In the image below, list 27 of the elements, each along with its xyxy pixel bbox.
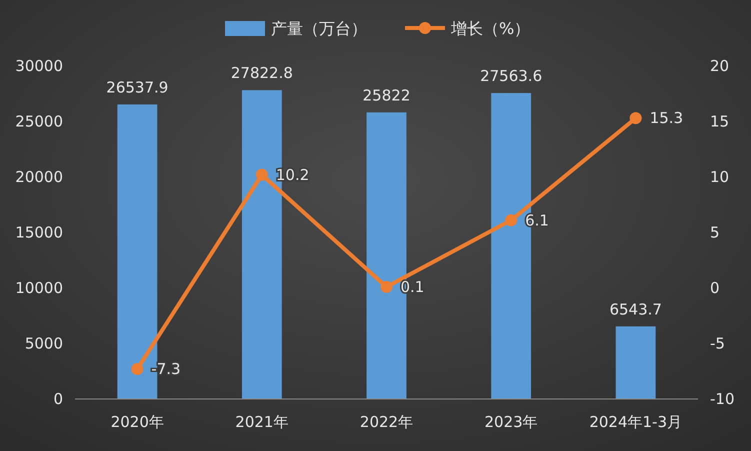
y2-tick-label: 10 — [710, 168, 730, 186]
y-tick-label: 30000 — [15, 57, 63, 75]
y-tick-label: 25000 — [15, 112, 63, 130]
data-label: 15.3 — [650, 109, 684, 128]
data-label: 27563.6 — [480, 67, 542, 86]
y-tick-label: 10000 — [15, 279, 63, 297]
y2-tick-label: 15 — [710, 112, 730, 130]
y2-tick-label: -5 — [710, 334, 725, 352]
legend-label: 增长（%） — [450, 19, 530, 38]
data-label: 6543.7 — [609, 300, 662, 318]
data-label: 25822 — [362, 86, 410, 104]
x-tick-label: 2020年 — [110, 413, 164, 431]
y2-tick-label: 0 — [710, 279, 720, 297]
x-tick-label: 2022年 — [360, 413, 414, 431]
y2-tick-label: 20 — [710, 57, 730, 75]
legend-label: 产量（万台） — [271, 19, 367, 38]
y2-tick-label: -10 — [710, 390, 734, 408]
y-tick-label: 15000 — [15, 224, 63, 242]
data-label: 27822.8 — [230, 64, 293, 82]
x-tick-label: 2021年 — [235, 413, 288, 431]
y2-tick-label: 5 — [710, 224, 720, 242]
y-tick-label: 20000 — [15, 168, 63, 186]
y-tick-label: 0 — [53, 390, 63, 408]
y-tick-label: 5000 — [24, 334, 63, 352]
x-tick-label: 2024年1-3月 — [589, 413, 682, 431]
x-tick-label: 2023年 — [484, 413, 538, 431]
data-label: 26537.9 — [106, 78, 168, 96]
